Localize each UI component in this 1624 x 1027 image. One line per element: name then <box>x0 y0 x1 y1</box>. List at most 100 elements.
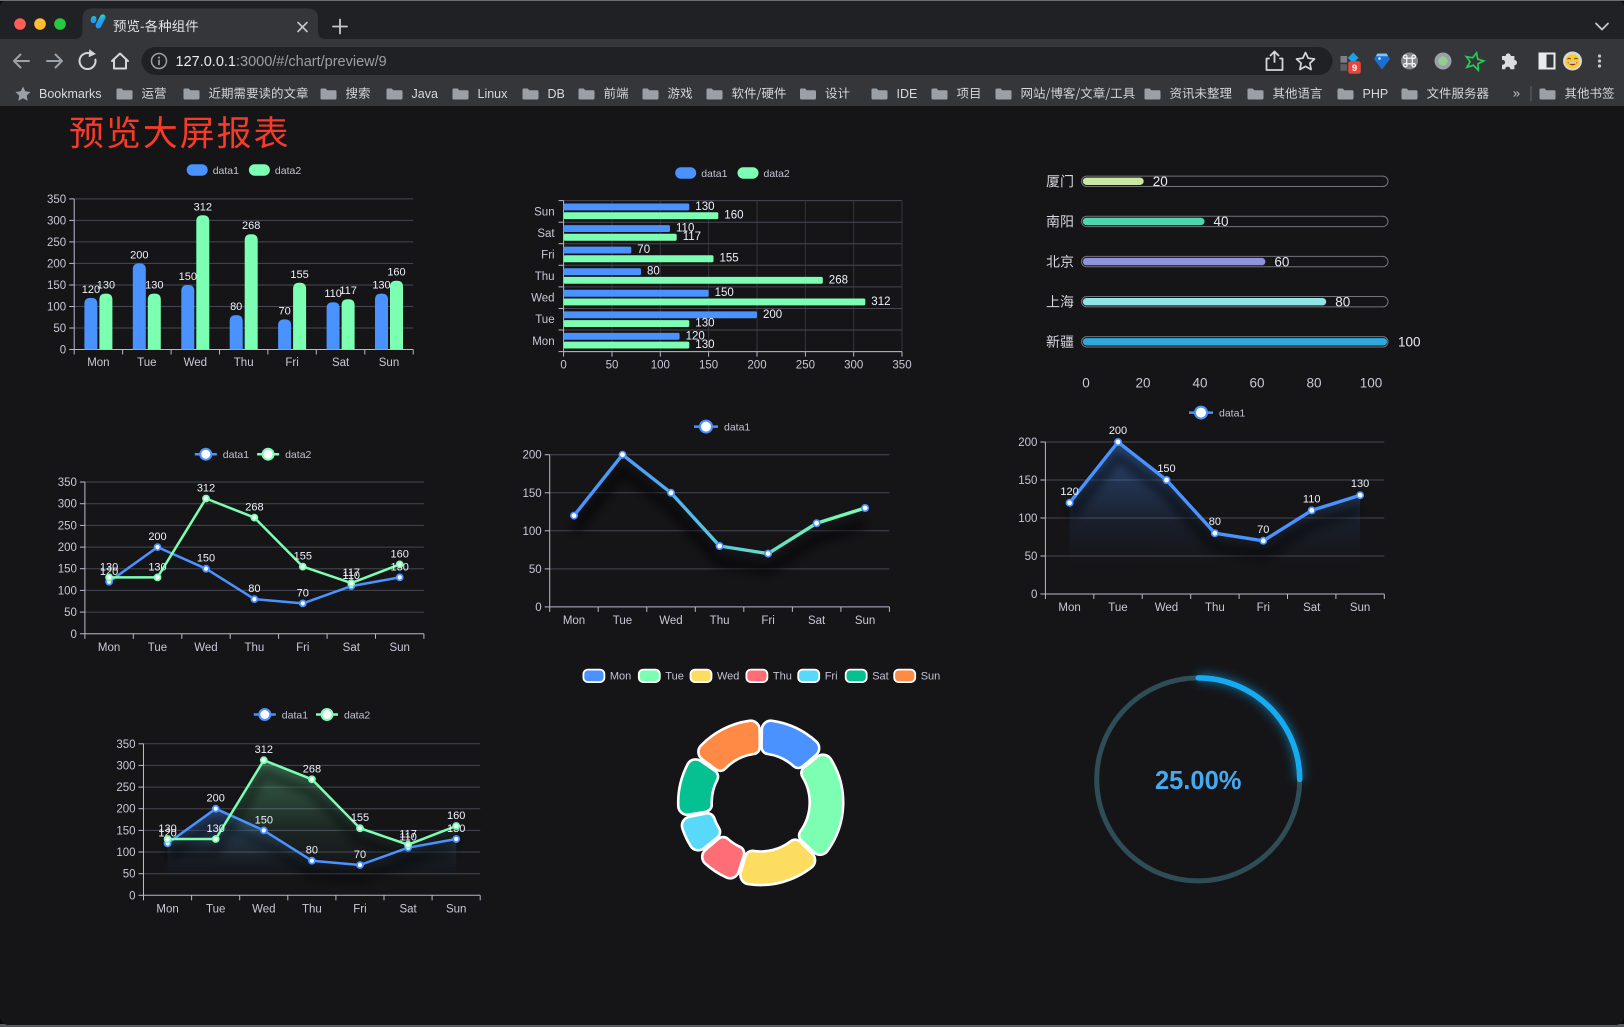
svg-text:Wed: Wed <box>531 293 554 305</box>
svg-text:Thu: Thu <box>1205 602 1225 614</box>
svg-text:300: 300 <box>47 215 66 227</box>
svg-text:80: 80 <box>248 583 260 595</box>
svg-text:Sun: Sun <box>1350 602 1370 614</box>
svg-text:data1: data1 <box>223 449 249 461</box>
svg-text:117: 117 <box>343 567 361 579</box>
svg-text:150: 150 <box>523 488 542 500</box>
svg-text:data1: data1 <box>213 165 239 177</box>
svg-text:312: 312 <box>197 483 215 495</box>
svg-text:Java: Java <box>412 87 438 101</box>
svg-text:data2: data2 <box>764 168 790 180</box>
svg-text:9: 9 <box>1352 63 1357 74</box>
svg-text:Thu: Thu <box>773 671 792 683</box>
svg-text:130: 130 <box>100 561 118 573</box>
svg-text:40: 40 <box>1214 214 1229 229</box>
svg-text:Wed: Wed <box>194 642 217 654</box>
svg-text:Thu: Thu <box>710 615 730 627</box>
svg-text:110: 110 <box>399 832 417 844</box>
svg-text:117: 117 <box>399 829 417 841</box>
svg-text:150: 150 <box>715 287 734 299</box>
svg-text:150: 150 <box>699 360 718 372</box>
svg-text:0: 0 <box>560 360 566 372</box>
svg-text:»: » <box>1513 86 1520 101</box>
svg-text:Tue: Tue <box>535 314 554 326</box>
svg-text:0: 0 <box>1082 376 1090 391</box>
svg-text:120: 120 <box>82 284 100 296</box>
svg-text:200: 200 <box>763 309 782 321</box>
svg-text:100: 100 <box>651 360 670 372</box>
svg-text:350: 350 <box>47 194 66 206</box>
svg-text:Fri: Fri <box>541 250 554 262</box>
svg-text:250: 250 <box>796 360 815 372</box>
svg-text:80: 80 <box>230 301 242 313</box>
svg-text:PHP: PHP <box>1363 87 1389 101</box>
svg-text:120: 120 <box>100 566 118 578</box>
svg-text:200: 200 <box>116 804 135 816</box>
svg-text:Sat: Sat <box>399 903 417 915</box>
svg-text:100: 100 <box>116 847 135 859</box>
svg-text:Sun: Sun <box>855 615 875 627</box>
svg-text:150: 150 <box>1157 463 1175 475</box>
svg-text:Fri: Fri <box>1257 602 1270 614</box>
svg-text:100: 100 <box>1018 513 1037 525</box>
svg-text:150: 150 <box>47 280 66 292</box>
svg-text:160: 160 <box>447 810 465 822</box>
svg-text:268: 268 <box>242 220 260 232</box>
svg-text:268: 268 <box>245 502 263 514</box>
svg-text:Mon: Mon <box>87 357 109 369</box>
svg-text:0: 0 <box>535 602 541 614</box>
svg-text:data1: data1 <box>724 421 750 433</box>
svg-text:80: 80 <box>1306 376 1321 391</box>
svg-text:150: 150 <box>179 271 197 283</box>
svg-text:150: 150 <box>116 825 135 837</box>
svg-text:Sat: Sat <box>872 671 889 683</box>
svg-text:200: 200 <box>747 360 766 372</box>
svg-text:200: 200 <box>207 793 225 805</box>
svg-text:130: 130 <box>695 201 714 213</box>
svg-text:Sun: Sun <box>534 206 554 218</box>
svg-text:200: 200 <box>130 249 148 261</box>
svg-text:Wed: Wed <box>184 357 207 369</box>
svg-text:70: 70 <box>297 587 309 599</box>
svg-text:120: 120 <box>158 827 176 839</box>
svg-text:350: 350 <box>58 477 77 489</box>
svg-text:155: 155 <box>294 551 312 563</box>
svg-text:130: 130 <box>97 280 115 292</box>
svg-text:60: 60 <box>1274 254 1289 269</box>
svg-text:50: 50 <box>606 360 619 372</box>
svg-text:80: 80 <box>647 266 660 278</box>
svg-text:200: 200 <box>148 531 166 543</box>
svg-text:Mon: Mon <box>610 671 631 683</box>
svg-text:70: 70 <box>354 849 366 861</box>
svg-text:IDE: IDE <box>897 87 918 101</box>
svg-text:40: 40 <box>1192 376 1207 391</box>
svg-text:312: 312 <box>871 296 890 308</box>
svg-text:60: 60 <box>1249 376 1264 391</box>
svg-text:250: 250 <box>58 520 77 532</box>
svg-text:DB: DB <box>548 87 565 101</box>
svg-text:20: 20 <box>1135 376 1150 391</box>
svg-text:200: 200 <box>1018 437 1037 449</box>
svg-text:110: 110 <box>676 223 694 235</box>
svg-text:70: 70 <box>637 244 650 256</box>
svg-text:200: 200 <box>523 450 542 462</box>
svg-text:Thu: Thu <box>302 903 322 915</box>
svg-text:Fri: Fri <box>285 357 298 369</box>
svg-text:Fri: Fri <box>296 642 309 654</box>
svg-text:70: 70 <box>278 305 290 317</box>
svg-text:160: 160 <box>387 267 405 279</box>
svg-text:350: 350 <box>116 739 135 751</box>
svg-text:268: 268 <box>829 274 848 286</box>
svg-text:0: 0 <box>70 629 76 641</box>
svg-text:300: 300 <box>844 360 863 372</box>
svg-text:117: 117 <box>339 285 357 297</box>
svg-text:Sun: Sun <box>921 671 941 683</box>
svg-text:50: 50 <box>1025 551 1038 563</box>
svg-text:200: 200 <box>47 258 66 270</box>
svg-text:100: 100 <box>58 585 77 597</box>
svg-text:300: 300 <box>116 760 135 772</box>
svg-text:70: 70 <box>1257 524 1269 536</box>
svg-text:110: 110 <box>343 570 361 582</box>
svg-text:data1: data1 <box>1219 407 1245 419</box>
svg-text:Tue: Tue <box>613 615 632 627</box>
